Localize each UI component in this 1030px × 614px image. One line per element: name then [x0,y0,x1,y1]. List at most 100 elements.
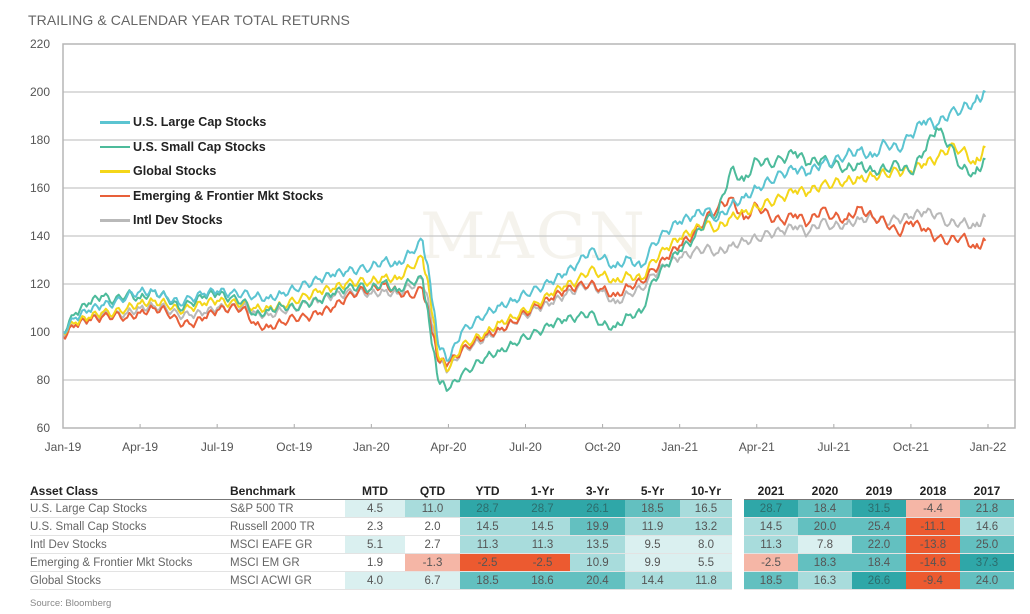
legend-swatch-icon [100,121,130,124]
header-mtd: MTD [345,482,405,500]
line-chart: 60 80 100 120 140 160 180 200 220 Jan-19 Apr-19 Ju… [30,37,1016,454]
y-tick-label: 120 [30,277,50,291]
legend-item-intl-dev: Intl Dev Stocks [100,208,323,233]
series-line-u-s-large-cap-stocks [62,90,986,362]
y-tick-label: 220 [30,37,50,51]
cell-2020: 18.3 [798,553,852,572]
y-tick-label: 180 [30,133,50,147]
cell-mtd: 4.5 [345,499,405,518]
x-tick-label: Jul-19 [201,440,234,454]
x-tick-label: Oct-21 [893,440,929,454]
legend-label: Emerging & Frontier Mkt Stocks [133,188,324,203]
cell-2020: 7.8 [798,535,852,554]
legend-item-small-cap: U.S. Small Cap Stocks [100,135,323,160]
legend-label: U.S. Large Cap Stocks [133,115,267,130]
x-tick-label: Apr-20 [430,440,466,454]
cell-ytd: 14.5 [460,517,515,536]
cell-10yr: 11.8 [680,571,732,590]
legend-label: Intl Dev Stocks [133,213,223,228]
cell-2020: 20.0 [798,517,852,536]
y-axis-ticks: 60 80 100 120 140 160 180 200 220 [30,37,50,435]
cell-mtd: 5.1 [345,535,405,554]
header-gap [732,482,744,500]
cell-ytd: -2.5 [460,553,515,572]
table-header-row: Asset Class Benchmark MTD QTD YTD 1-Yr 3… [30,482,1014,500]
cell-qtd: 2.0 [405,517,460,536]
cell-10yr: 8.0 [680,535,732,554]
cell-asset-class: Emerging & Frontier Mkt Stocks [30,553,230,572]
cell-5yr: 14.4 [625,571,680,590]
header-2019: 2019 [852,482,906,500]
cell-10yr: 5.5 [680,553,732,572]
chart-legend: U.S. Large Cap Stocks U.S. Small Cap Sto… [100,110,323,233]
cell-2019: 31.5 [852,499,906,518]
y-tick-label: 140 [30,229,50,243]
cell-benchmark: MSCI EAFE GR [230,535,345,554]
cell-benchmark: S&P 500 TR [230,499,345,518]
cell-1yr: 14.5 [515,517,570,536]
cell-2021: 11.3 [744,535,798,554]
cell-gap [732,517,744,536]
legend-swatch-icon [100,219,130,222]
x-tick-label: Apr-21 [739,440,775,454]
series-line-emerging-frontier-mkt-stocks [62,196,987,368]
cell-2017: 14.6 [960,517,1014,536]
cell-mtd: 1.9 [345,553,405,572]
cell-3yr: 10.9 [570,553,625,572]
header-2017: 2017 [960,482,1014,500]
y-tick-label: 160 [30,181,50,195]
cell-2021: 28.7 [744,499,798,518]
x-tick-label: Jul-20 [509,440,542,454]
cell-2018: -4.4 [906,499,960,518]
x-tick-label: Oct-20 [585,440,621,454]
cell-2018: -14.6 [906,553,960,572]
legend-item-emerging: Emerging & Frontier Mkt Stocks [100,184,323,209]
cell-2020: 18.4 [798,499,852,518]
y-tick-label: 100 [30,325,50,339]
table-row: Emerging & Frontier Mkt Stocks MSCI EM GR… [30,553,1014,572]
x-tick-label: Apr-19 [122,440,158,454]
cell-asset-class: U.S. Small Cap Stocks [30,517,230,536]
header-qtd: QTD [405,482,460,500]
cell-qtd: 11.0 [405,499,460,518]
cell-2019: 22.0 [852,535,906,554]
cell-5yr: 9.5 [625,535,680,554]
cell-1yr: 18.6 [515,571,570,590]
y-tick-label: 80 [37,373,51,387]
x-tick-label: Oct-19 [276,440,312,454]
table-row: Intl Dev Stocks MSCI EAFE GR 5.1 2.7 11.3 11.… [30,535,1014,554]
cell-gap [732,571,744,590]
cell-qtd: 6.7 [405,571,460,590]
cell-10yr: 13.2 [680,517,732,536]
cell-2018: -11.1 [906,517,960,536]
header-2018: 2018 [906,482,960,500]
header-5yr: 5-Yr [625,482,680,500]
cell-ytd: 18.5 [460,571,515,590]
cell-gap [732,553,744,572]
legend-label: U.S. Small Cap Stocks [133,139,266,154]
cell-3yr: 26.1 [570,499,625,518]
cell-2019: 25.4 [852,517,906,536]
cell-2019: 26.6 [852,571,906,590]
cell-mtd: 4.0 [345,571,405,590]
cell-3yr: 20.4 [570,571,625,590]
cell-2021: -2.5 [744,553,798,572]
cell-2017: 21.8 [960,499,1014,518]
series-line-global-stocks [62,142,986,373]
table-row: U.S. Small Cap Stocks Russell 2000 TR 2.3 2… [30,517,1014,536]
cell-2020: 16.3 [798,571,852,590]
cell-3yr: 13.5 [570,535,625,554]
header-3yr: 3-Yr [570,482,625,500]
cell-2018: -9.4 [906,571,960,590]
cell-benchmark: MSCI EM GR [230,553,345,572]
legend-swatch-icon [100,145,130,148]
cell-1yr: -2.5 [515,553,570,572]
source-note: Source: Bloomberg [30,598,112,609]
legend-swatch-icon [100,194,130,197]
x-tick-label: Jul-21 [817,440,850,454]
table-row: U.S. Large Cap Stocks S&P 500 TR 4.5 11.0 28… [30,499,1014,518]
cell-2018: -13.8 [906,535,960,554]
cell-10yr: 16.5 [680,499,732,518]
cell-5yr: 9.9 [625,553,680,572]
series-lines [62,90,987,392]
